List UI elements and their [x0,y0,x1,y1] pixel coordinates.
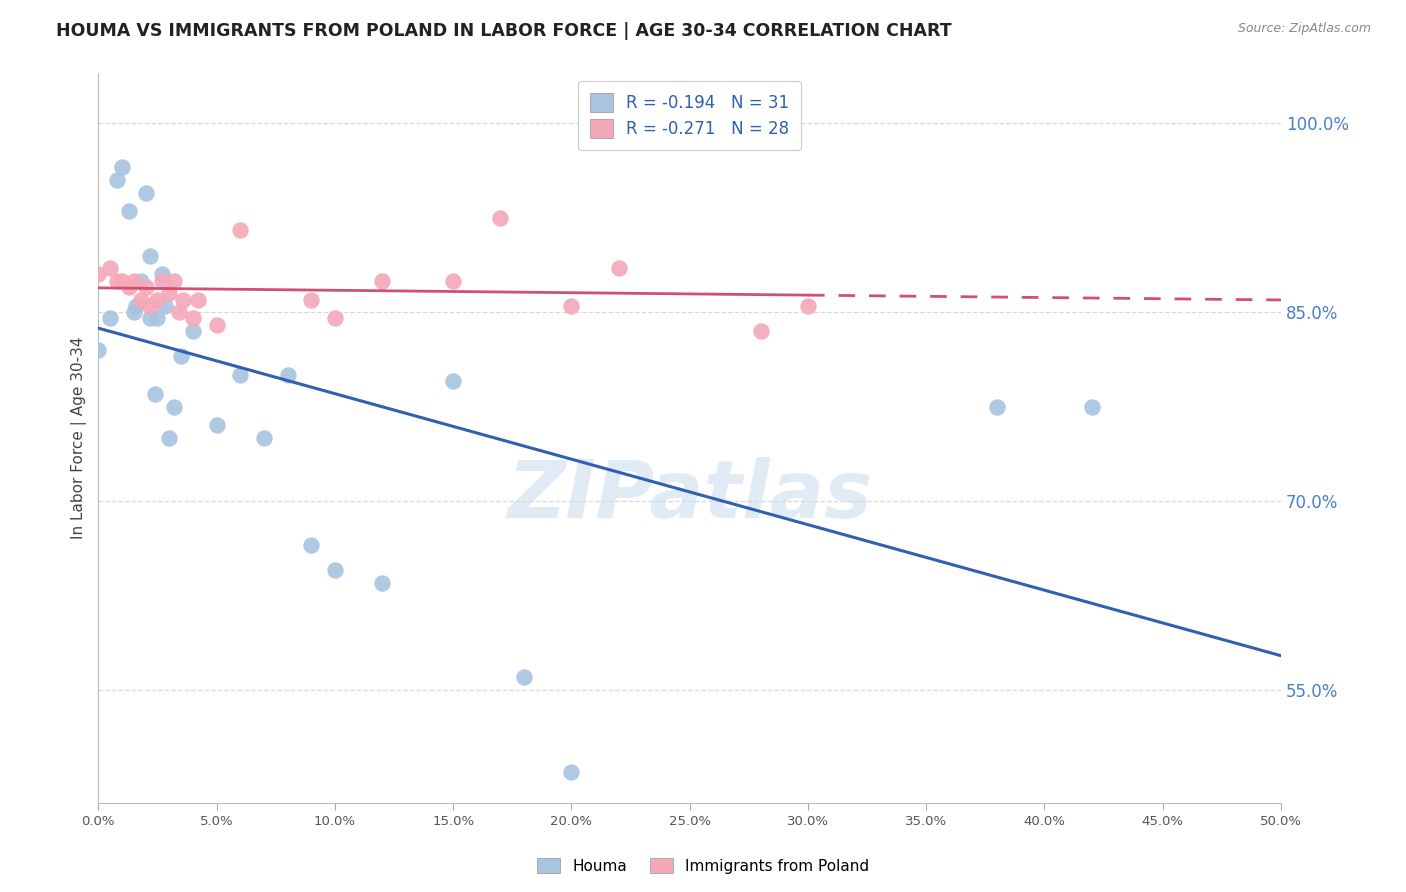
Point [153,299,176,313]
Y-axis label: In Labor Force | Age 30-34: In Labor Force | Age 30-34 [72,337,87,540]
Point [371,575,394,590]
Text: Source: ZipAtlas.com: Source: ZipAtlas.com [1237,22,1371,36]
Point [163,274,186,288]
Point [122,274,145,288]
Point [150,268,173,282]
Point [150,274,173,288]
Point [986,400,1008,414]
Point [229,223,252,237]
Point [299,538,322,552]
Point [441,274,464,288]
Point [205,418,228,433]
Point [146,311,169,326]
Point [135,280,157,294]
Point [441,375,464,389]
Point [105,274,128,288]
Point [111,161,134,175]
Point [1080,400,1102,414]
Point [125,299,148,313]
Point [170,349,193,363]
Point [146,293,169,307]
Point [371,274,394,288]
Point [139,311,162,326]
Point [323,563,346,577]
Point [513,670,536,684]
Point [173,293,195,307]
Point [607,261,630,276]
Point [163,400,186,414]
Point [87,268,110,282]
Point [749,324,772,338]
Point [143,387,166,401]
Point [277,368,299,383]
Point [560,299,582,313]
Point [87,343,110,357]
Point [111,274,134,288]
Point [129,274,152,288]
Point [105,173,128,187]
Point [323,311,346,326]
Point [129,293,152,307]
Point [489,211,512,225]
Point [118,280,141,294]
Point [157,286,180,301]
Point [299,293,322,307]
Point [98,261,121,276]
Point [229,368,252,383]
Text: HOUMA VS IMMIGRANTS FROM POLAND IN LABOR FORCE | AGE 30-34 CORRELATION CHART: HOUMA VS IMMIGRANTS FROM POLAND IN LABOR… [56,22,952,40]
Point [98,311,121,326]
Point [181,324,204,338]
Point [157,431,180,445]
Point [118,204,141,219]
Text: ZIPatlas: ZIPatlas [508,458,872,535]
Point [205,318,228,332]
Point [122,305,145,319]
Legend: Houma, Immigrants from Poland: Houma, Immigrants from Poland [531,852,875,880]
Legend: R = -0.194   N = 31, R = -0.271   N = 28: R = -0.194 N = 31, R = -0.271 N = 28 [578,81,801,150]
Point [253,431,276,445]
Point [181,311,204,326]
Point [167,305,190,319]
Point [560,764,582,779]
Point [187,293,209,307]
Point [797,299,820,313]
Point [139,248,162,262]
Point [139,299,162,313]
Point [135,186,157,200]
